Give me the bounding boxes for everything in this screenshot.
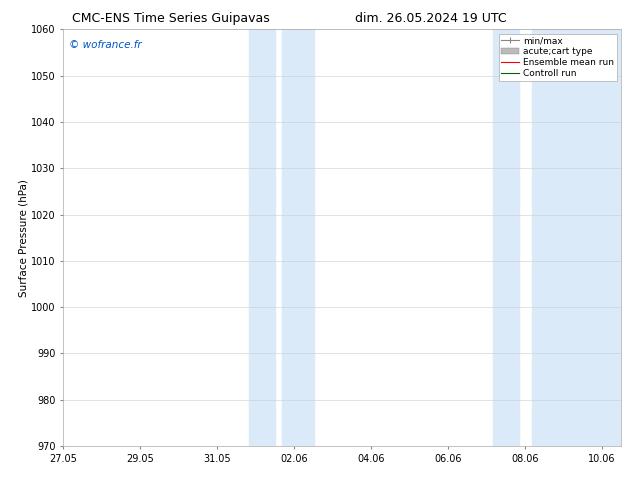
Text: © wofrance.fr: © wofrance.fr <box>69 40 141 50</box>
Y-axis label: Surface Pressure (hPa): Surface Pressure (hPa) <box>18 179 29 296</box>
Legend: min/max, acute;cart type, Ensemble mean run, Controll run: min/max, acute;cart type, Ensemble mean … <box>499 34 617 81</box>
Text: dim. 26.05.2024 19 UTC: dim. 26.05.2024 19 UTC <box>355 12 507 25</box>
Text: CMC-ENS Time Series Guipavas: CMC-ENS Time Series Guipavas <box>72 12 270 25</box>
Bar <box>532 29 621 446</box>
Bar <box>281 29 313 446</box>
Bar <box>493 29 519 446</box>
Bar <box>249 29 275 446</box>
